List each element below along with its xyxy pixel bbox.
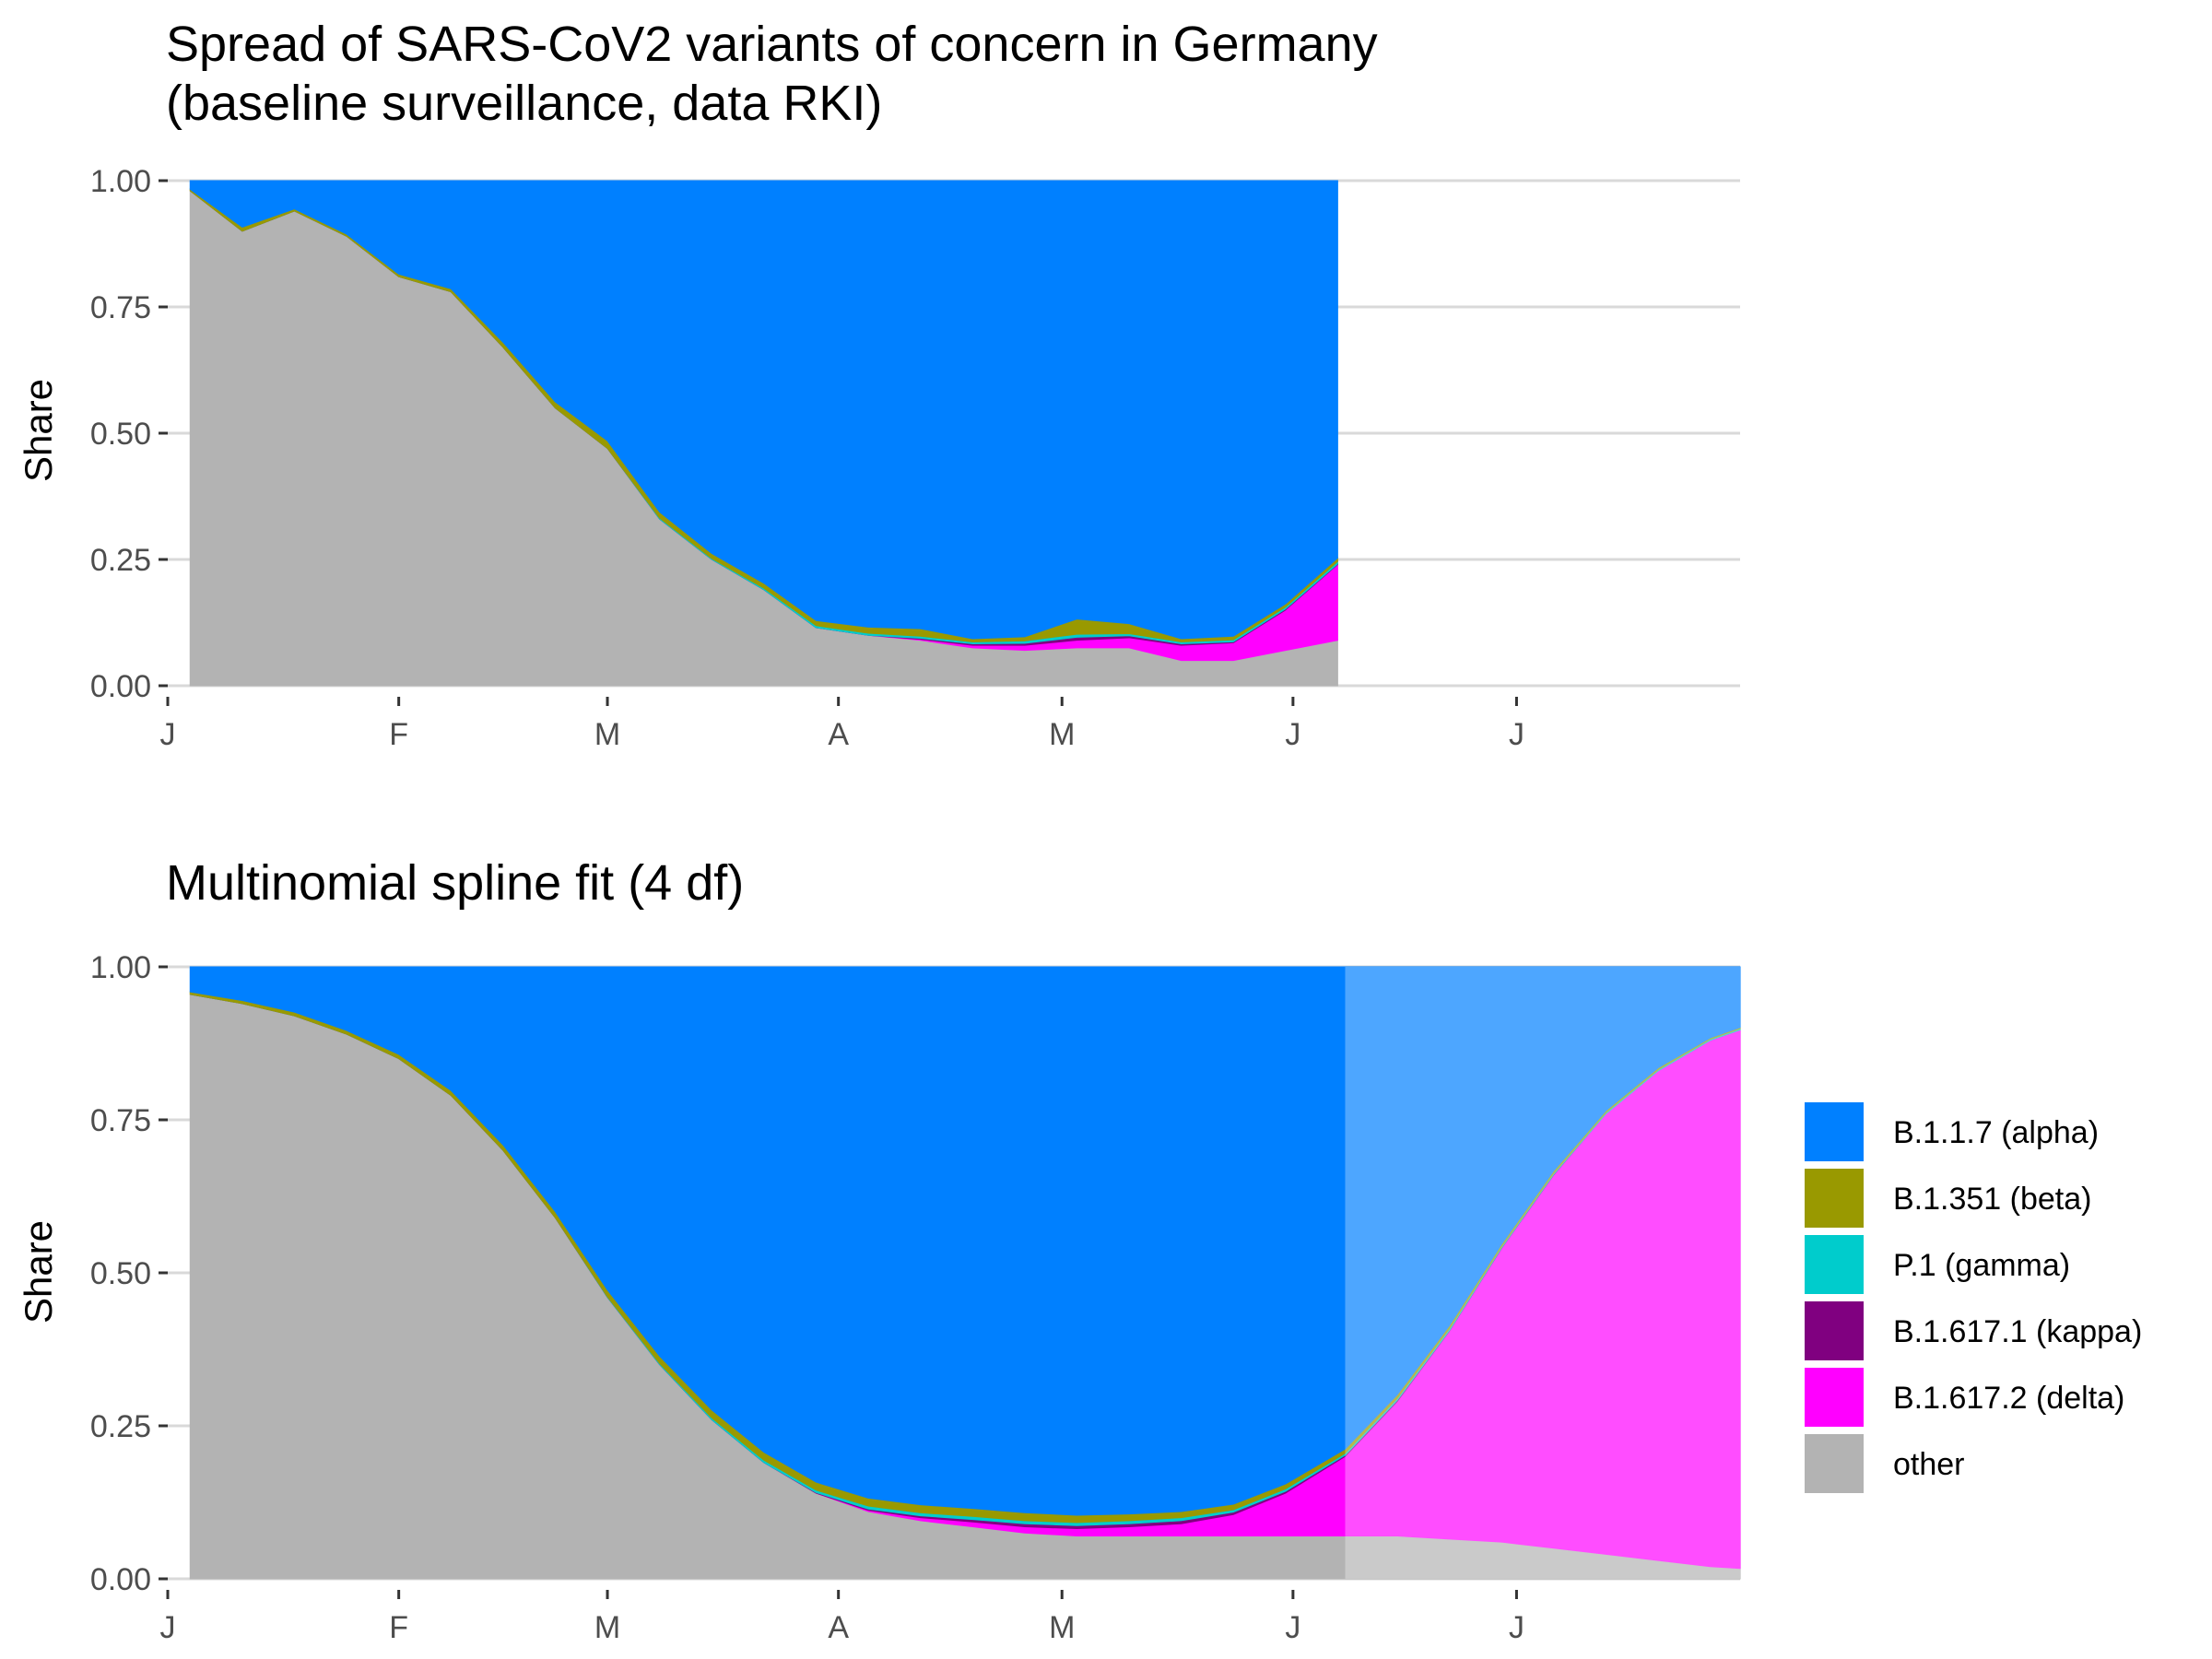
y-tick-label-1.00: 1.00 [90,950,151,985]
legend-key-b-1-351-beta [1805,1169,1864,1228]
y-tick-label-0.00: 0.00 [90,669,151,704]
legend-key-other [1805,1434,1864,1493]
x-tick-label-4: M [1049,1610,1075,1645]
panel-fit: Multinomial spline fit (4 df) Share 0.00… [17,855,1741,1645]
y-tick-label-0.25: 0.25 [90,543,151,578]
legend-label-b-1-1-7-alpha: B.1.1.7 (alpha) [1893,1115,2099,1150]
projection-overlay [1345,967,1740,1579]
y-tick-label-0.75: 0.75 [90,290,151,325]
x-tick-label-4: M [1049,717,1075,752]
legend-label-b-1-617-1-kappa: B.1.617.1 (kappa) [1893,1314,2142,1349]
panel-2-y-axis-title: Share [17,1220,60,1324]
x-tick-label-3: A [828,1610,849,1645]
panel-observed: Spread of SARS-CoV2 variants of concern … [17,17,1740,752]
legend-key-b-1-617-1-kappa [1805,1301,1864,1360]
panel-2-title: Multinomial spline fit (4 df) [166,855,744,911]
x-tick-label-5: J [1285,717,1300,752]
legend-label-b-1-617-2-delta: B.1.617.2 (delta) [1893,1381,2124,1416]
legend-label-p-1-gamma: P.1 (gamma) [1893,1248,2070,1283]
panel-2-stacked-areas [189,966,1741,1580]
x-tick-label-6: J [1509,717,1524,752]
panel-1-stacked-areas [189,180,1338,687]
x-tick-label-2: M [594,717,620,752]
x-tick-label-0: J [160,1610,176,1645]
y-tick-label-0.75: 0.75 [90,1103,151,1138]
area-b-1-1-7-alpha [189,180,1338,640]
x-tick-label-1: F [389,717,408,752]
y-tick-label-0.50: 0.50 [90,1256,151,1291]
x-tick-label-3: A [828,717,849,752]
legend: B.1.1.7 (alpha) B.1.351 (beta) P.1 (gamma)… [1805,1102,2142,1493]
panel-1-title-line-1: Spread of SARS-CoV2 variants of concern … [166,17,1378,72]
x-tick-label-1: F [389,1610,408,1645]
panel-1-title-line-2: (baseline surveillance, data RKI) [166,76,882,131]
y-tick-label-0.00: 0.00 [90,1562,151,1597]
y-tick-label-0.50: 0.50 [90,417,151,452]
legend-key-b-1-1-7-alpha [1805,1102,1864,1161]
legend-key-p-1-gamma [1805,1235,1864,1294]
panel-2-y-axis: 0.00 0.25 0.50 0.75 1.00 [90,950,168,1597]
legend-key-b-1-617-2-delta [1805,1368,1864,1427]
panel-1-y-axis-title: Share [17,379,60,482]
x-tick-label-6: J [1509,1610,1524,1645]
panel-1-y-axis: 0.00 0.25 0.50 0.75 1.00 [90,164,168,704]
legend-label-b-1-351-beta: B.1.351 (beta) [1893,1182,2091,1217]
x-tick-label-2: M [594,1610,620,1645]
y-tick-label-1.00: 1.00 [90,164,151,199]
x-tick-label-5: J [1285,1610,1300,1645]
legend-label-other: other [1893,1447,1965,1482]
y-tick-label-0.25: 0.25 [90,1409,151,1444]
area-b-1-1-7-alpha [189,966,1741,1516]
x-tick-label-0: J [160,717,176,752]
